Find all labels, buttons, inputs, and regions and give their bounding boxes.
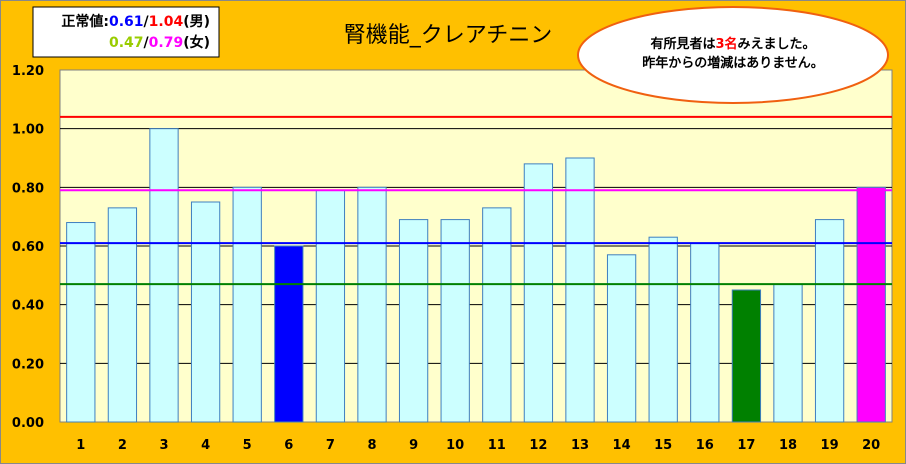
bar-6 <box>274 245 304 423</box>
y-tick-label: 1.20 <box>12 64 44 79</box>
bar-12 <box>523 163 554 423</box>
bar-2 <box>107 207 138 423</box>
bar-10 <box>440 219 470 423</box>
x-tick-label: 14 <box>613 438 631 453</box>
x-tick-labels: 1 2 3 4 5 6 7 8 9 10 11 12 13 14 15 16 17 18 19 20 <box>76 438 880 453</box>
legend-male-value-low: 0.61 <box>109 14 144 30</box>
legend-male-sep: / <box>144 14 150 30</box>
x-tick-label: 11 <box>488 438 506 453</box>
y-tick-label: 0.60 <box>12 240 44 255</box>
x-tick-label: 3 <box>159 438 168 453</box>
bar-11 <box>482 207 512 423</box>
legend-female-value-low: 0.47 <box>109 35 144 51</box>
legend-male-suffix: (男) <box>183 14 210 30</box>
note-ellipse <box>577 6 889 104</box>
x-tick-label: 1 <box>76 438 85 453</box>
y-tick-label: 1.00 <box>12 123 44 138</box>
x-tick-label: 10 <box>446 438 464 453</box>
legend-female-value-high: 0.79 <box>149 35 184 51</box>
bar-13 <box>565 157 595 423</box>
bar-19 <box>814 219 845 423</box>
bar-20 <box>856 186 886 423</box>
legend-box-frame <box>32 6 220 58</box>
y-tick-labels: 0.00 0.20 0.40 0.60 0.80 1.00 1.20 <box>12 64 44 431</box>
x-tick-label: 9 <box>409 438 418 453</box>
note-line-1-a: 有所見者は <box>650 36 715 52</box>
x-tick-label: 7 <box>326 438 335 453</box>
bar-17 <box>731 289 762 423</box>
x-tick-label: 13 <box>571 438 589 453</box>
y-tick-label: 0.00 <box>12 416 44 431</box>
bar-16 <box>690 242 720 423</box>
note-line-1: 有所見者は3名みえました。 <box>650 36 815 52</box>
x-tick-label: 8 <box>367 438 376 453</box>
bar-8 <box>357 186 387 423</box>
legend-male-value-high: 1.04 <box>149 14 184 30</box>
x-tick-label: 19 <box>821 438 839 453</box>
x-tick-label: 4 <box>201 438 210 453</box>
bar-4 <box>190 201 221 423</box>
x-tick-label: 18 <box>779 438 797 453</box>
legend-female-suffix: (女) <box>183 34 210 51</box>
legend-box: 正常値:0.61/1.04(男) 0.47/0.79(女) <box>32 6 220 58</box>
bar-5 <box>232 186 262 423</box>
x-tick-label: 15 <box>654 438 672 453</box>
note-line-1-count: 3名 <box>715 36 737 52</box>
bar-7 <box>315 189 346 423</box>
legend-female-sep: / <box>144 35 150 51</box>
legend-male-prefix: 正常値: <box>61 13 109 30</box>
x-tick-label: 20 <box>862 438 880 453</box>
x-tick-label: 2 <box>118 438 127 453</box>
bar-1 <box>66 222 96 423</box>
x-tick-label: 12 <box>529 438 547 453</box>
bar-3 <box>149 128 179 423</box>
reference-lines <box>60 115 892 286</box>
legend-line-female: 0.47/0.79(女) <box>109 34 210 51</box>
y-tick-label: 0.20 <box>12 357 44 372</box>
x-tick-label: 17 <box>737 438 755 453</box>
x-tick-label: 16 <box>696 438 714 453</box>
legend-line-male: 正常値:0.61/1.04(男) <box>61 13 210 30</box>
y-tick-label: 0.40 <box>12 299 44 314</box>
note-line-1-c: みえました。 <box>738 37 816 52</box>
bars <box>66 128 886 423</box>
bar-9 <box>398 219 429 423</box>
y-tick-label: 0.80 <box>12 181 44 196</box>
bar-15 <box>648 236 678 423</box>
note-bubble: 有所見者は3名みえました。 昨年からの増減はありません。 <box>577 6 889 104</box>
x-tick-label: 6 <box>284 438 293 453</box>
chart-title: 腎機能_クレアチニン <box>344 23 553 48</box>
note-line-2: 昨年からの増減はありません。 <box>642 55 824 71</box>
x-tick-label: 5 <box>243 438 252 453</box>
bar-14 <box>606 254 637 423</box>
bar-18 <box>773 283 803 423</box>
